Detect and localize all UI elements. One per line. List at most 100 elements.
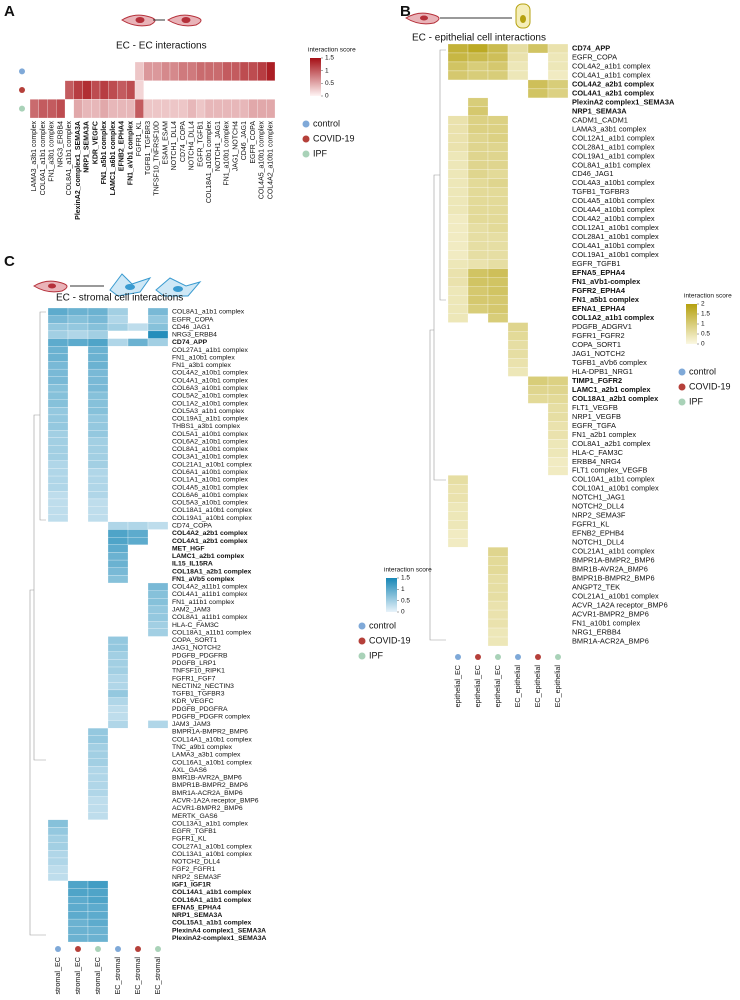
heatmap-cell — [547, 43, 569, 54]
row-label: LAMC1_a2b1 complex — [172, 553, 244, 560]
heatmap-cell — [107, 559, 129, 568]
dendrogram-c — [29, 311, 46, 936]
heatmap-cell — [127, 537, 149, 545]
row-label: COL27A1_a1b1 complex — [172, 347, 249, 354]
legend-label: control — [313, 118, 340, 128]
heatmap-cell — [87, 735, 109, 744]
row-label: COL19A1_a1b1 complex — [572, 151, 655, 160]
heatmap-cell — [447, 304, 469, 314]
heatmap-cell — [527, 88, 549, 99]
heatmap-cell — [147, 307, 169, 316]
heatmap-cell — [487, 142, 509, 152]
row-label: FGFR1_KL — [572, 520, 609, 529]
heatmap-cell — [239, 61, 249, 81]
heatmap-cell — [467, 277, 489, 287]
row-label: COL4A2_a10b1 complex — [572, 214, 655, 223]
heatmap-cell — [467, 250, 489, 260]
heatmap-cell — [487, 223, 509, 233]
heatmap-cell — [447, 214, 469, 224]
row-label: FN1_a3b1 complex — [172, 362, 232, 369]
heatmap-cell — [447, 241, 469, 251]
heatmap-cell — [99, 99, 109, 119]
heatmap-cell — [47, 460, 69, 469]
column-label: NOTCH4_DLL4 — [189, 121, 196, 171]
heatmap-cell — [47, 498, 69, 507]
heatmap-cell — [487, 214, 509, 224]
heatmap-cell — [143, 61, 153, 81]
column-label: NOTCH1_DLL4 — [171, 121, 178, 171]
row-label: FN1_aVb1-complex — [572, 277, 641, 286]
panel-label: A — [4, 3, 15, 20]
row-label: TGFB1_TGFBR3 — [572, 187, 629, 196]
row-label: PDGFB_PDGFR complex — [172, 713, 251, 720]
row-label: COL27A1_a10b1 complex — [172, 843, 252, 850]
heatmap-cell — [447, 259, 469, 269]
row-label: COL4A1_a2b1 complex — [572, 88, 655, 97]
heatmap-cell — [467, 232, 489, 242]
heatmap-cell — [487, 196, 509, 206]
heatmap-cell — [47, 338, 69, 347]
column-label: LAMC1_a6b1 complex — [110, 121, 117, 195]
colorbar — [686, 304, 697, 344]
heatmap-cell — [487, 178, 509, 188]
heatmap-cell — [467, 205, 489, 215]
icons-c — [33, 273, 202, 297]
row-label: FLT1_VEGFB — [572, 403, 618, 412]
row-label: NRP1_VEGFB — [572, 412, 621, 421]
heatmap-cell — [507, 331, 529, 341]
heatmap-cell — [87, 323, 109, 332]
row-label: COL4A1_a1b1 complex — [572, 70, 651, 79]
row-label: ANGPT2_TEK — [572, 583, 620, 592]
heatmap-cell — [447, 151, 469, 161]
row-label: COL21A1_a10b1 complex — [172, 461, 252, 468]
chart-title: EC - epithelial cell interactions — [412, 33, 546, 44]
heatmap-cell — [487, 151, 509, 161]
row-label: NOTCH1_JAG1 — [572, 493, 625, 502]
heatmap-cell — [178, 99, 188, 119]
row-label: COL4A3_a10b1 complex — [572, 178, 655, 187]
legend-dot — [302, 135, 310, 143]
heatmap-cell — [47, 468, 69, 477]
heatmap-cell — [147, 323, 169, 332]
row-label: JAM2_JAM3 — [172, 607, 211, 614]
row-label: COL18A1_a11b1 complex — [172, 629, 252, 636]
heatmap-cell — [487, 160, 509, 170]
row-label: COL4A2_a11b1 complex — [172, 584, 248, 591]
row-label: COL8A1_a1b1 complex — [572, 160, 651, 169]
row-label: NRP1_SEMA3A — [572, 106, 627, 115]
row-label: COL4A5_a10b1 complex — [572, 196, 655, 205]
heatmap-cell — [56, 99, 66, 119]
heatmap-cell — [487, 591, 509, 602]
column-label: EGFR_COPA — [250, 121, 257, 164]
heatmap-cell — [527, 43, 549, 54]
legend-label: IPF — [313, 148, 328, 158]
heatmap-cell — [467, 124, 489, 134]
heatmap-cell — [87, 407, 109, 416]
row-label: HLA-C_FAM3C — [172, 622, 219, 629]
legend-label: COVID-19 — [313, 133, 355, 143]
colorbar-title: interaction score — [384, 567, 432, 574]
column-label: EC_epithelial — [553, 665, 562, 708]
row-label: FGFR1_FGF7 — [172, 675, 216, 682]
row-label: COL21A1_a1b1 complex — [572, 547, 655, 556]
row-label: PlexinA2-complex1_SEMA3A — [172, 935, 267, 942]
legend-label: IPF — [689, 396, 704, 406]
row-label: COL6A6_a10b1 complex — [172, 492, 249, 499]
heatmap-cell — [487, 133, 509, 143]
row-label: FN1_a10b1 complex — [172, 354, 235, 361]
heatmap-cell — [147, 330, 169, 339]
column-label: PlexinA2_complex1_SEMA3A — [75, 121, 82, 220]
heatmap-cell — [47, 361, 69, 370]
heatmap-cell — [147, 315, 169, 324]
row-label: FN1_a2b1 complex — [572, 430, 636, 439]
heatmap-cell — [87, 934, 109, 943]
heatmap-cell — [467, 115, 489, 125]
heatmap-cell — [487, 636, 509, 647]
heatmap-cell — [547, 376, 569, 386]
column-group-dot — [535, 654, 541, 660]
heatmap-cell — [257, 61, 267, 81]
row-label: TNC_a9b1 complex — [172, 744, 233, 751]
heatmap-cell — [447, 70, 469, 81]
row-label: COL4A1_a11b1 complex — [172, 591, 248, 598]
heatmap-cell — [487, 304, 509, 314]
